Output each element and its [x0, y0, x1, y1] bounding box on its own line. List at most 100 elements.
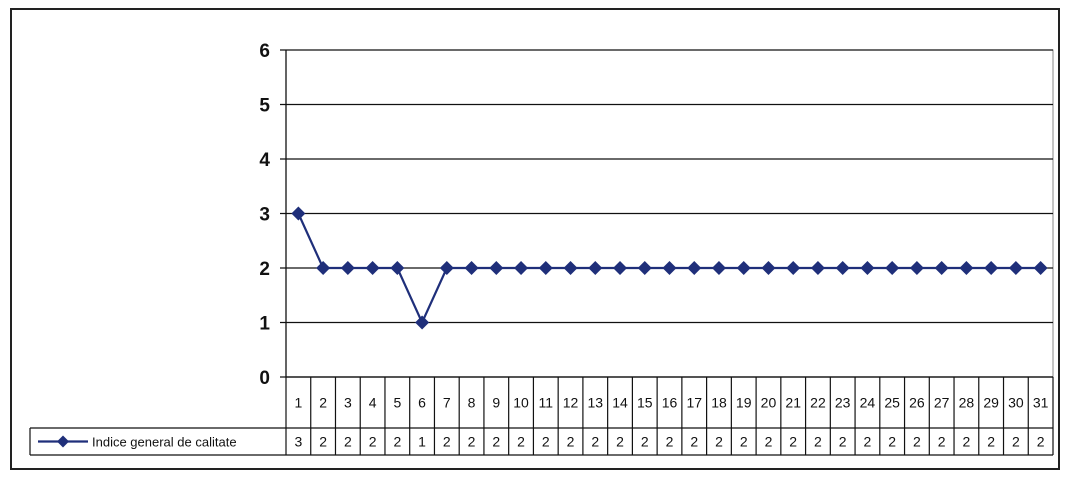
data-table-value: 2 [344, 434, 352, 450]
x-category-label: 6 [418, 395, 426, 411]
data-table-value: 2 [765, 434, 773, 450]
data-table-value: 2 [987, 434, 995, 450]
data-point-marker [662, 261, 677, 275]
y-tick-label: 4 [259, 150, 270, 171]
x-category-label: 30 [1008, 395, 1024, 411]
x-category-label: 2 [319, 395, 327, 411]
x-category-label: 24 [860, 395, 876, 411]
data-point-marker [860, 261, 875, 275]
data-table-value: 2 [740, 434, 748, 450]
x-category-label: 8 [468, 395, 476, 411]
data-point-marker [909, 261, 924, 275]
x-category-label: 18 [711, 395, 727, 411]
x-category-label: 19 [736, 395, 752, 411]
data-point-marker [810, 261, 825, 275]
data-point-marker [687, 261, 702, 275]
data-point-marker [464, 261, 479, 275]
x-category-label: 3 [344, 395, 352, 411]
x-category-label: 9 [492, 395, 500, 411]
data-table-value: 2 [715, 434, 723, 450]
data-point-marker [340, 261, 355, 275]
data-point-marker [959, 261, 974, 275]
x-category-label: 23 [835, 395, 851, 411]
data-point-marker [415, 315, 430, 330]
x-category-label: 5 [393, 395, 401, 411]
x-category-label: 21 [785, 395, 801, 411]
data-table-value: 1 [418, 434, 426, 450]
data-point-marker [761, 261, 776, 275]
data-table-value: 2 [393, 434, 401, 450]
x-category-label: 28 [959, 395, 975, 411]
data-table-value: 2 [369, 434, 377, 450]
x-category-label: 11 [539, 395, 554, 411]
data-table-value: 2 [666, 434, 674, 450]
data-point-marker [885, 261, 900, 275]
legend-series-name: Indice general de calitate [92, 435, 237, 450]
data-table-value: 2 [517, 434, 525, 450]
data-table-value: 3 [294, 434, 302, 450]
data-table-value: 2 [913, 434, 921, 450]
x-category-label: 22 [810, 395, 826, 411]
data-table-value: 2 [591, 434, 599, 450]
data-point-marker [613, 261, 628, 275]
x-category-label: 1 [294, 395, 302, 411]
data-point-marker [538, 261, 553, 275]
x-category-label: 20 [761, 395, 777, 411]
data-table-value: 2 [542, 434, 550, 450]
data-table-value: 2 [567, 434, 575, 450]
data-point-marker [439, 261, 454, 275]
data-table-value: 2 [319, 434, 327, 450]
data-table-value: 2 [963, 434, 971, 450]
x-category-label: 10 [513, 395, 529, 411]
data-table-value: 2 [443, 434, 451, 450]
data-point-marker [984, 261, 999, 275]
x-category-label: 15 [637, 395, 653, 411]
data-point-marker [786, 261, 801, 275]
data-point-marker [489, 261, 504, 275]
y-tick-label: 1 [259, 314, 270, 335]
y-tick-label: 2 [259, 259, 270, 280]
y-tick-label: 6 [259, 41, 270, 62]
data-point-marker [291, 206, 306, 221]
data-point-marker [1033, 261, 1048, 275]
data-point-marker [588, 261, 603, 275]
x-category-label: 17 [686, 395, 702, 411]
data-table-value: 2 [938, 434, 946, 450]
x-category-label: 27 [934, 395, 950, 411]
x-category-label: 12 [563, 395, 579, 411]
x-category-label: 26 [909, 395, 925, 411]
data-table-value: 2 [1037, 434, 1045, 450]
data-table-value: 2 [468, 434, 476, 450]
data-point-marker [514, 261, 529, 275]
data-table-value: 2 [641, 434, 649, 450]
data-point-marker [1008, 261, 1023, 275]
data-table-value: 2 [690, 434, 698, 450]
data-table-value: 2 [616, 434, 624, 450]
data-point-marker [711, 261, 726, 275]
y-tick-label: 3 [259, 205, 270, 226]
x-category-label: 29 [983, 395, 999, 411]
data-point-marker [934, 261, 949, 275]
data-point-marker [365, 261, 380, 275]
x-category-label: 13 [587, 395, 603, 411]
data-table-value: 2 [839, 434, 847, 450]
data-table-value: 2 [864, 434, 872, 450]
x-category-label: 16 [662, 395, 678, 411]
data-point-marker [637, 261, 652, 275]
data-point-marker [316, 261, 331, 275]
data-point-marker [390, 261, 405, 275]
data-table-value: 2 [1012, 434, 1020, 450]
y-tick-label: 5 [259, 96, 270, 117]
x-category-label: 4 [369, 395, 377, 411]
x-category-label: 31 [1033, 395, 1049, 411]
data-table-value: 2 [888, 434, 896, 450]
x-category-label: 7 [443, 395, 451, 411]
data-point-marker [563, 261, 578, 275]
data-table-value: 2 [492, 434, 500, 450]
legend-diamond-marker [57, 435, 69, 448]
y-tick-label: 0 [259, 368, 270, 389]
data-table-value: 2 [789, 434, 797, 450]
x-category-label: 14 [612, 395, 628, 411]
x-category-label: 25 [884, 395, 900, 411]
data-point-marker [736, 261, 751, 275]
